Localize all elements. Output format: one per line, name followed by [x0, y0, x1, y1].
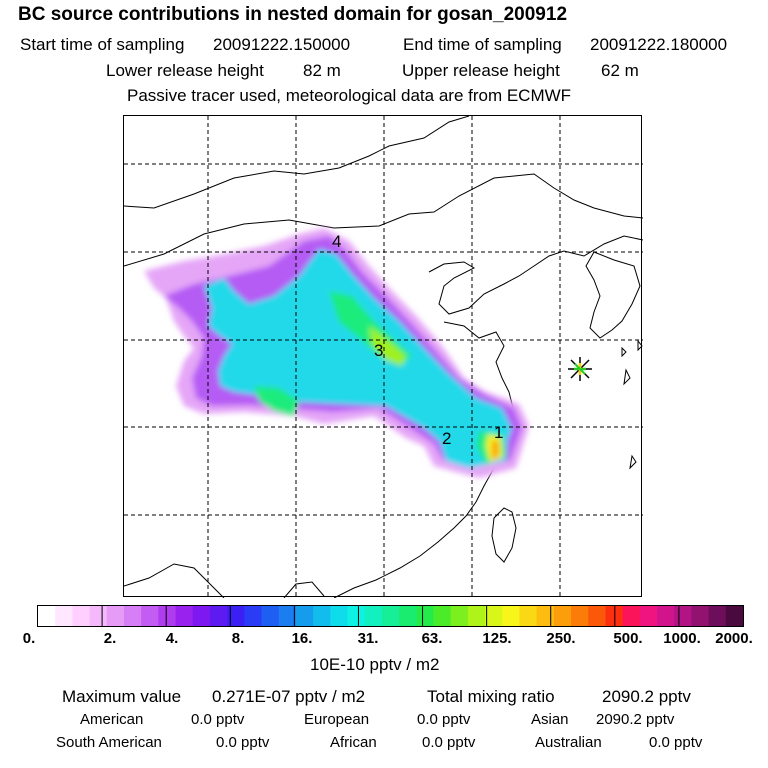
- colorbar-swatch: [192, 606, 211, 626]
- source-marker-3: 3: [374, 341, 383, 360]
- colorbar-swatch: [571, 606, 589, 626]
- source-markers: 1 2 3 4: [332, 232, 503, 448]
- american-label: American: [80, 711, 144, 728]
- colorbar-swatch: [278, 606, 297, 626]
- plume-layer: [144, 228, 529, 478]
- colorbar-swatch: [313, 606, 331, 626]
- colorbar-swatches: [37, 605, 744, 627]
- colorbar-tick: 500.: [613, 630, 643, 647]
- colorbar-swatch: [691, 606, 710, 626]
- colorbar-swatch: [261, 606, 280, 626]
- lower-height-label: Lower release height: [106, 61, 264, 80]
- south-american-value: 0.0 pptv: [216, 734, 270, 751]
- colorbar-swatch: [519, 606, 538, 626]
- colorbar-swatch: [381, 606, 400, 626]
- tracer-note: Passive tracer used, meteorological data…: [127, 86, 572, 105]
- colorbar-tick: 2000.: [715, 630, 753, 647]
- colorbar-swatch: [295, 606, 314, 626]
- colorbar-swatch: [209, 606, 228, 626]
- coastline-layer: [124, 116, 643, 598]
- end-time-label: End time of sampling: [403, 35, 562, 54]
- colorbar-border: [37, 605, 744, 627]
- australian-value: 0.0 pptv: [649, 734, 703, 751]
- colorbar-swatch: [158, 606, 177, 626]
- european-value: 0.0 pptv: [417, 711, 471, 728]
- european-label: European: [304, 711, 370, 728]
- colorbar-tick: 0.: [22, 630, 36, 647]
- colorbar-swatch: [330, 606, 349, 626]
- asian-label: Asian: [531, 711, 569, 728]
- source-marker-4: 4: [332, 232, 341, 251]
- receptor-star-icon: [568, 357, 592, 381]
- colorbar-swatch: [123, 606, 142, 626]
- colorbar-swatch: [433, 606, 452, 626]
- source-marker-1: 1: [494, 423, 503, 442]
- colorbar-swatch: [588, 606, 606, 626]
- map-canvas: 1 2 3 4: [124, 116, 643, 598]
- colorbar-swatch: [467, 606, 486, 626]
- colorbar-swatch: [502, 606, 520, 626]
- australian-label: Australian: [535, 734, 602, 751]
- page-title: BC source contributions in nested domain…: [18, 4, 568, 25]
- start-time-value: 20091222.150000: [213, 35, 351, 54]
- colorbar-swatch: [141, 606, 159, 626]
- end-time-value: 20091222.180000: [590, 35, 728, 54]
- colorbar-swatch: [725, 606, 744, 626]
- colorbar-tick: 2.: [103, 630, 117, 647]
- colorbar-swatch: [227, 606, 245, 626]
- colorbar-swatch: [485, 606, 503, 626]
- colorbar-swatch: [708, 606, 727, 626]
- colorbar-swatch: [536, 606, 555, 626]
- colorbar-swatch: [244, 606, 263, 626]
- colorbar-tick: 63.: [421, 630, 443, 647]
- colorbar-swatch: [38, 606, 56, 626]
- african-value: 0.0 pptv: [422, 734, 476, 751]
- colorbar-swatch: [605, 606, 624, 626]
- max-value-label: Maximum value: [62, 687, 182, 706]
- map-panel: 1 2 3 4: [123, 115, 643, 598]
- colorbar-tick: 125.: [482, 630, 512, 647]
- colorbar-swatch: [399, 606, 417, 626]
- south-american-label: South American: [56, 734, 162, 751]
- colorbar-swatch: [622, 606, 641, 626]
- colorbar-swatch: [639, 606, 658, 626]
- colorbar-swatch: [175, 606, 194, 626]
- colorbar: [37, 605, 744, 627]
- colorbar-swatch: [450, 606, 469, 626]
- start-time-label: Start time of sampling: [20, 35, 185, 54]
- african-label: African: [330, 734, 377, 751]
- colorbar-tick: 250.: [546, 630, 576, 647]
- colorbar-swatch: [89, 606, 108, 626]
- colorbar-swatch: [55, 606, 73, 626]
- asian-value: 2090.2 pptv: [596, 711, 675, 728]
- colorbar-unit: 10E-10 pptv / m2: [310, 655, 440, 674]
- max-value: 0.271E-07 pptv / m2: [212, 687, 366, 706]
- upper-height-label: Upper release height: [402, 61, 560, 80]
- total-mixing-label: Total mixing ratio: [427, 687, 555, 706]
- colorbar-tick: 1000.: [663, 630, 701, 647]
- colorbar-swatch: [674, 606, 692, 626]
- colorbar-swatch: [106, 606, 125, 626]
- colorbar-tick: 16.: [291, 630, 313, 647]
- upper-height-value: 62 m: [601, 61, 639, 80]
- total-mixing-value: 2090.2 pptv: [602, 687, 691, 706]
- colorbar-swatch: [347, 606, 366, 626]
- source-marker-2: 2: [442, 429, 451, 448]
- colorbar-swatch: [553, 606, 572, 626]
- colorbar-tick: 4.: [165, 630, 179, 647]
- colorbar-swatch: [657, 606, 675, 626]
- colorbar-tick: 31.: [357, 630, 379, 647]
- grid-layer: [124, 116, 643, 598]
- colorbar-swatch: [364, 606, 383, 626]
- colorbar-swatch: [416, 606, 434, 626]
- colorbar-swatch: [72, 606, 91, 626]
- american-value: 0.0 pptv: [191, 711, 245, 728]
- lower-height-value: 82 m: [303, 61, 341, 80]
- colorbar-tick: 8.: [231, 630, 245, 647]
